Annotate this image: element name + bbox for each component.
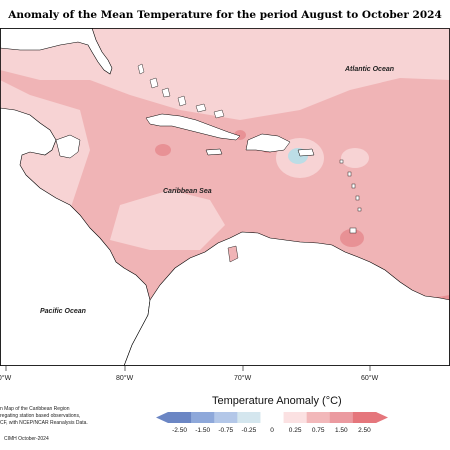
legend-tick-label: 2.50 — [358, 427, 371, 434]
weak-anomaly-north — [0, 28, 450, 120]
legend-ticks: -2.50 -1.50 -0.75 -0.25 0 0.25 0.75 1.50 2.50 — [172, 427, 371, 434]
legend-tick-label: 0 — [270, 427, 274, 434]
note-line2: regating station based observations, — [0, 413, 80, 419]
legend-swatch — [237, 412, 261, 423]
legend-swatch — [329, 412, 354, 423]
credit-text: CIMH October-2024 — [4, 436, 49, 442]
tick-70w: 70°W — [234, 374, 252, 382]
legend-swatch — [283, 412, 307, 423]
tick-90w: 90°W — [0, 374, 12, 382]
land-cuba — [145, 113, 241, 141]
atlantic-ocean-label: Atlantic Ocean — [344, 66, 394, 73]
legend-swatch — [214, 412, 238, 423]
legend-title: Temperature Anomaly (°C) — [212, 395, 342, 407]
longitude-axis: 90°W 80°W 70°W 60°W — [0, 366, 379, 382]
land-lesser-antilles — [339, 159, 362, 234]
legend-bar — [156, 412, 388, 423]
legend-tick-label: -2.50 — [172, 427, 187, 434]
legend-swatch — [306, 412, 331, 423]
map-title: Anomaly of the Mean Temperature for the … — [8, 9, 442, 21]
pacific-ocean-label: Pacific Ocean — [40, 308, 86, 315]
caribbean-sea-label: Caribbean Sea — [163, 188, 212, 195]
weak-anomaly-vi — [341, 148, 369, 168]
legend-swatch — [352, 412, 377, 423]
legend-tick-label: -0.75 — [218, 427, 233, 434]
map-notes: n Map of the Caribbean Region regating s… — [0, 406, 88, 442]
legend-arrow-high — [376, 412, 388, 423]
land-usa — [0, 28, 113, 75]
land-puerto-rico — [297, 148, 315, 157]
land-south-america — [123, 231, 450, 366]
legend-arrow-low — [156, 412, 168, 423]
land-jamaica — [205, 148, 223, 156]
land-hispaniola — [245, 133, 291, 153]
land-bahamas — [137, 63, 225, 119]
note-line3: CF, with NCEP/NCAR Reanalysis Data. — [0, 420, 88, 426]
legend-tick-label: -1.50 — [195, 427, 210, 434]
legend-tick-label: 0.25 — [289, 427, 302, 434]
tick-80w: 80°W — [116, 374, 134, 382]
color-legend: Temperature Anomaly (°C) -2.50 -1.50 -0.75… — [156, 395, 388, 434]
strong-anomaly-trinidad — [340, 229, 364, 247]
legend-swatch — [191, 412, 215, 423]
legend-tick-label: -0.25 — [241, 427, 256, 434]
legend-swatch — [260, 412, 284, 423]
tick-60w: 60°W — [361, 374, 379, 382]
lake-maracaibo — [227, 245, 239, 263]
weak-anomaly-central — [110, 190, 225, 250]
legend-swatch — [168, 412, 192, 423]
strong-anomaly-cuba — [155, 144, 171, 156]
legend-tick-label: 1.50 — [335, 427, 348, 434]
land-yucatan — [55, 134, 81, 159]
legend-tick-label: 0.75 — [312, 427, 325, 434]
note-line1: n Map of the Caribbean Region — [0, 406, 70, 412]
anomaly-field — [0, 28, 450, 366]
